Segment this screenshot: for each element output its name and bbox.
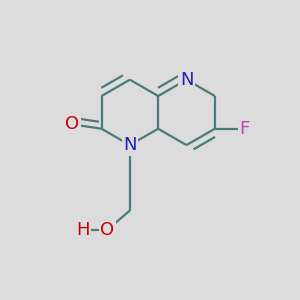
Text: F: F xyxy=(239,120,249,138)
Text: N: N xyxy=(180,71,193,89)
Text: H: H xyxy=(76,221,90,239)
Text: N: N xyxy=(123,136,136,154)
Text: O: O xyxy=(65,116,80,134)
Text: O: O xyxy=(100,221,115,239)
